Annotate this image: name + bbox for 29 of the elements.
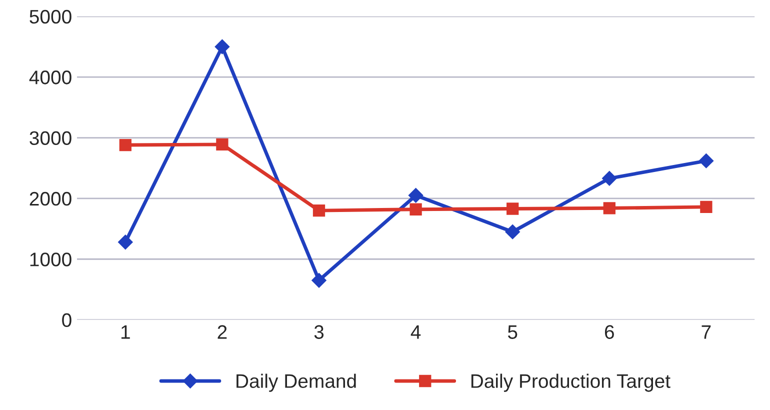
point (603, 202, 616, 214)
x-tick-label: 4 (410, 325, 421, 339)
point (698, 153, 714, 168)
x-tick-label: 1 (121, 325, 130, 339)
x-tick-label: 7 (702, 325, 711, 339)
point (312, 204, 326, 217)
y-tick-label: 4000 (29, 70, 72, 84)
point (119, 138, 132, 152)
y-tick-label: 1000 (30, 252, 72, 266)
x-tick-label: 3 (314, 325, 324, 339)
point (602, 171, 617, 186)
y-tick-label: 0 (62, 313, 72, 328)
point (214, 39, 230, 54)
point (505, 224, 520, 240)
x-tick-label: 2 (218, 325, 227, 339)
point (312, 272, 326, 288)
legend-label: Daily Demand (236, 374, 356, 392)
point (700, 200, 712, 214)
y-tick-label: 5000 (30, 10, 72, 24)
point (216, 138, 228, 151)
x-tick-label: 5 (508, 325, 518, 339)
legend-label: Daily Production Target (471, 374, 670, 392)
y-tick-label: 3000 (30, 131, 72, 145)
x-tick-label: 6 (604, 325, 614, 339)
point (410, 203, 422, 216)
point (506, 202, 519, 215)
point (118, 234, 133, 250)
y-tick-label: 2000 (30, 192, 72, 206)
point (408, 188, 424, 203)
